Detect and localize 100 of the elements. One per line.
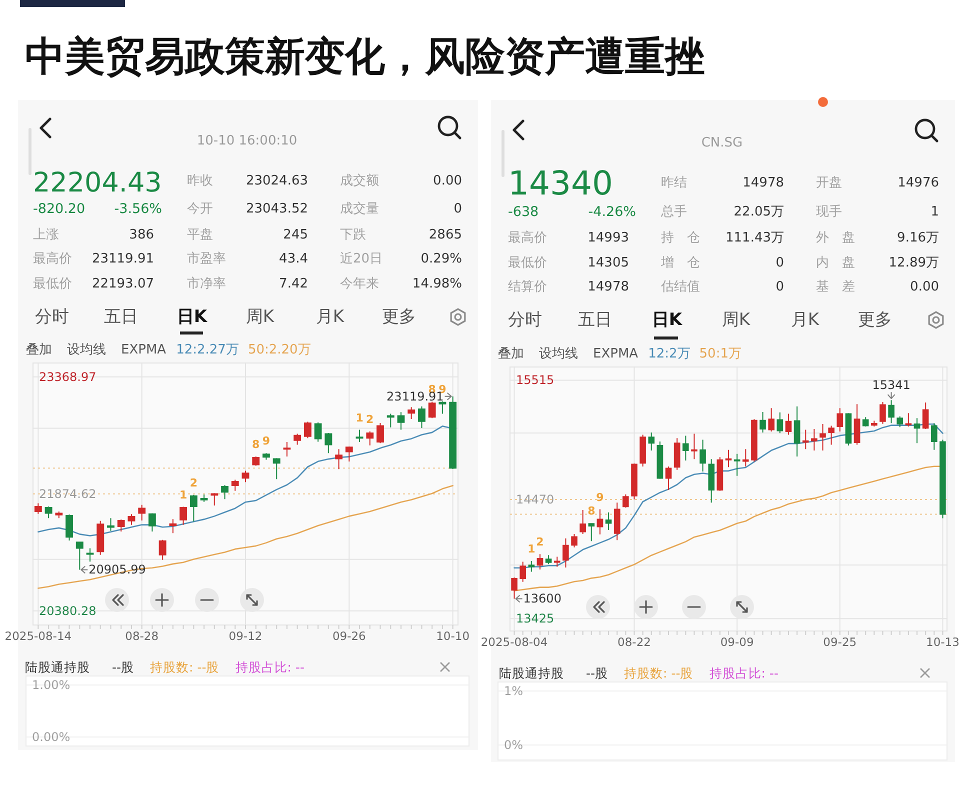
text: 0.00	[433, 174, 462, 188]
x-tick-label: 09-26	[332, 629, 366, 643]
text: 2865	[428, 228, 462, 242]
text: 叠加	[26, 342, 52, 358]
annotation: 9	[596, 490, 604, 504]
annotation: 13600	[523, 592, 562, 606]
legend-entry: 50:1万	[699, 346, 742, 362]
annotation: 20905.99	[88, 562, 146, 577]
title: 陆股通持股	[25, 660, 90, 674]
text: 估结值	[660, 280, 700, 294]
legend-entry: 50:2.20万	[248, 342, 311, 358]
y-tick-label: 13425	[516, 612, 554, 626]
text: 111.43万	[726, 230, 784, 246]
text: 五日	[104, 307, 138, 327]
annotation: 2	[366, 412, 374, 426]
text: 市净率	[187, 276, 226, 292]
text: 分时	[508, 310, 542, 330]
text: 0	[776, 256, 784, 270]
annotation: 1	[528, 542, 536, 556]
text: 14978	[588, 280, 629, 294]
text: 12.89万	[888, 256, 939, 270]
x-tick-label: 08-22	[618, 635, 651, 649]
annotation: 2	[190, 476, 198, 490]
x-tick-label: 10-10	[436, 629, 470, 643]
text: 14.98%	[412, 276, 462, 292]
text: 0.00	[910, 280, 939, 294]
legend-entry: 12:2.27万	[176, 342, 239, 358]
text: 上涨	[33, 228, 59, 242]
x-tick-label: 08-28	[125, 629, 159, 643]
text: 市盈率	[187, 250, 226, 266]
text: 14305	[588, 256, 629, 270]
text: 14993	[588, 230, 629, 246]
text: 0	[454, 202, 462, 216]
text: 今开	[187, 202, 213, 216]
text: 日K	[652, 310, 683, 330]
x-tick-label: 09-12	[228, 629, 262, 643]
series-name: 持股占比: --	[709, 666, 778, 680]
y-tick-label: 15515	[516, 373, 554, 388]
y-tick-label: 23368.97	[39, 370, 96, 384]
text: -3.56%	[114, 201, 162, 217]
annotation: 15341	[872, 378, 910, 392]
annotation: 1	[179, 488, 188, 502]
text: 基 差	[816, 280, 855, 294]
annotation: 1	[356, 411, 364, 424]
title: 陆股通持股	[499, 666, 564, 680]
y-tick-label: 1%	[504, 684, 524, 698]
text: 23043.52	[246, 202, 308, 216]
text: 增 仓	[660, 256, 700, 270]
text: 0	[776, 280, 784, 294]
text: 最高价	[508, 230, 547, 246]
y-tick-label: 0.00%	[32, 730, 70, 744]
text: 245	[283, 228, 308, 242]
text: 下跌	[340, 228, 366, 242]
annotation: 8	[252, 438, 260, 451]
x-tick-label: 09-09	[720, 635, 754, 649]
text: 1	[930, 204, 939, 220]
text: 总手	[660, 204, 687, 220]
text: 7.42	[279, 276, 308, 292]
text: 开盘	[816, 176, 842, 190]
series-name: --股	[112, 660, 134, 674]
series-name: 持股占比: --	[235, 660, 304, 674]
y-tick-label: 20380.28	[39, 604, 96, 618]
text: 22.05万	[734, 204, 784, 220]
x-tick-label: 2025-08-14	[4, 629, 72, 643]
text: 月K	[790, 310, 820, 330]
text: 平盘	[187, 228, 213, 242]
text: 22193.07	[92, 276, 154, 292]
series-name: 持股数: --股	[624, 666, 694, 680]
legend-entry: 12:2万	[648, 346, 690, 362]
text: 昨结	[661, 176, 687, 190]
annotation: 8	[588, 504, 596, 518]
x-tick-label: 2025-08-04	[480, 635, 548, 649]
text: 月K	[316, 307, 345, 327]
text: 0.29%	[420, 252, 462, 266]
series-name: --股	[586, 666, 608, 680]
text: 43.4	[279, 252, 308, 266]
title: 中美贸易政策新变化，风险资产遭重挫	[25, 34, 705, 80]
series-name: 持股数: --股	[150, 660, 220, 674]
x-tick-label: 09-25	[823, 635, 857, 649]
text: 今年来	[340, 276, 379, 292]
text: -638	[508, 204, 539, 220]
text: 成交量	[340, 200, 379, 216]
y-tick-label: 21874.62	[39, 486, 96, 501]
text: 9.16万	[897, 230, 939, 246]
text: 14978	[742, 176, 784, 190]
text: 更多	[858, 310, 892, 330]
text: 最高价	[33, 250, 72, 266]
y-tick-label: 0%	[504, 738, 524, 752]
text: 周K	[246, 307, 275, 327]
text: 分时	[35, 307, 69, 327]
text: 成交额	[340, 172, 379, 188]
y-tick-label: 14470	[516, 492, 554, 506]
text: 持 仓	[661, 230, 700, 246]
x-tick-label: 10-13	[926, 635, 960, 649]
text: 更多	[382, 307, 416, 327]
text: 设均线	[67, 342, 106, 358]
text: 现手	[816, 204, 842, 220]
text: 22204.43	[33, 168, 162, 198]
text: 周K	[722, 310, 751, 330]
subtitle: 10-10 16:00:10	[196, 134, 298, 148]
